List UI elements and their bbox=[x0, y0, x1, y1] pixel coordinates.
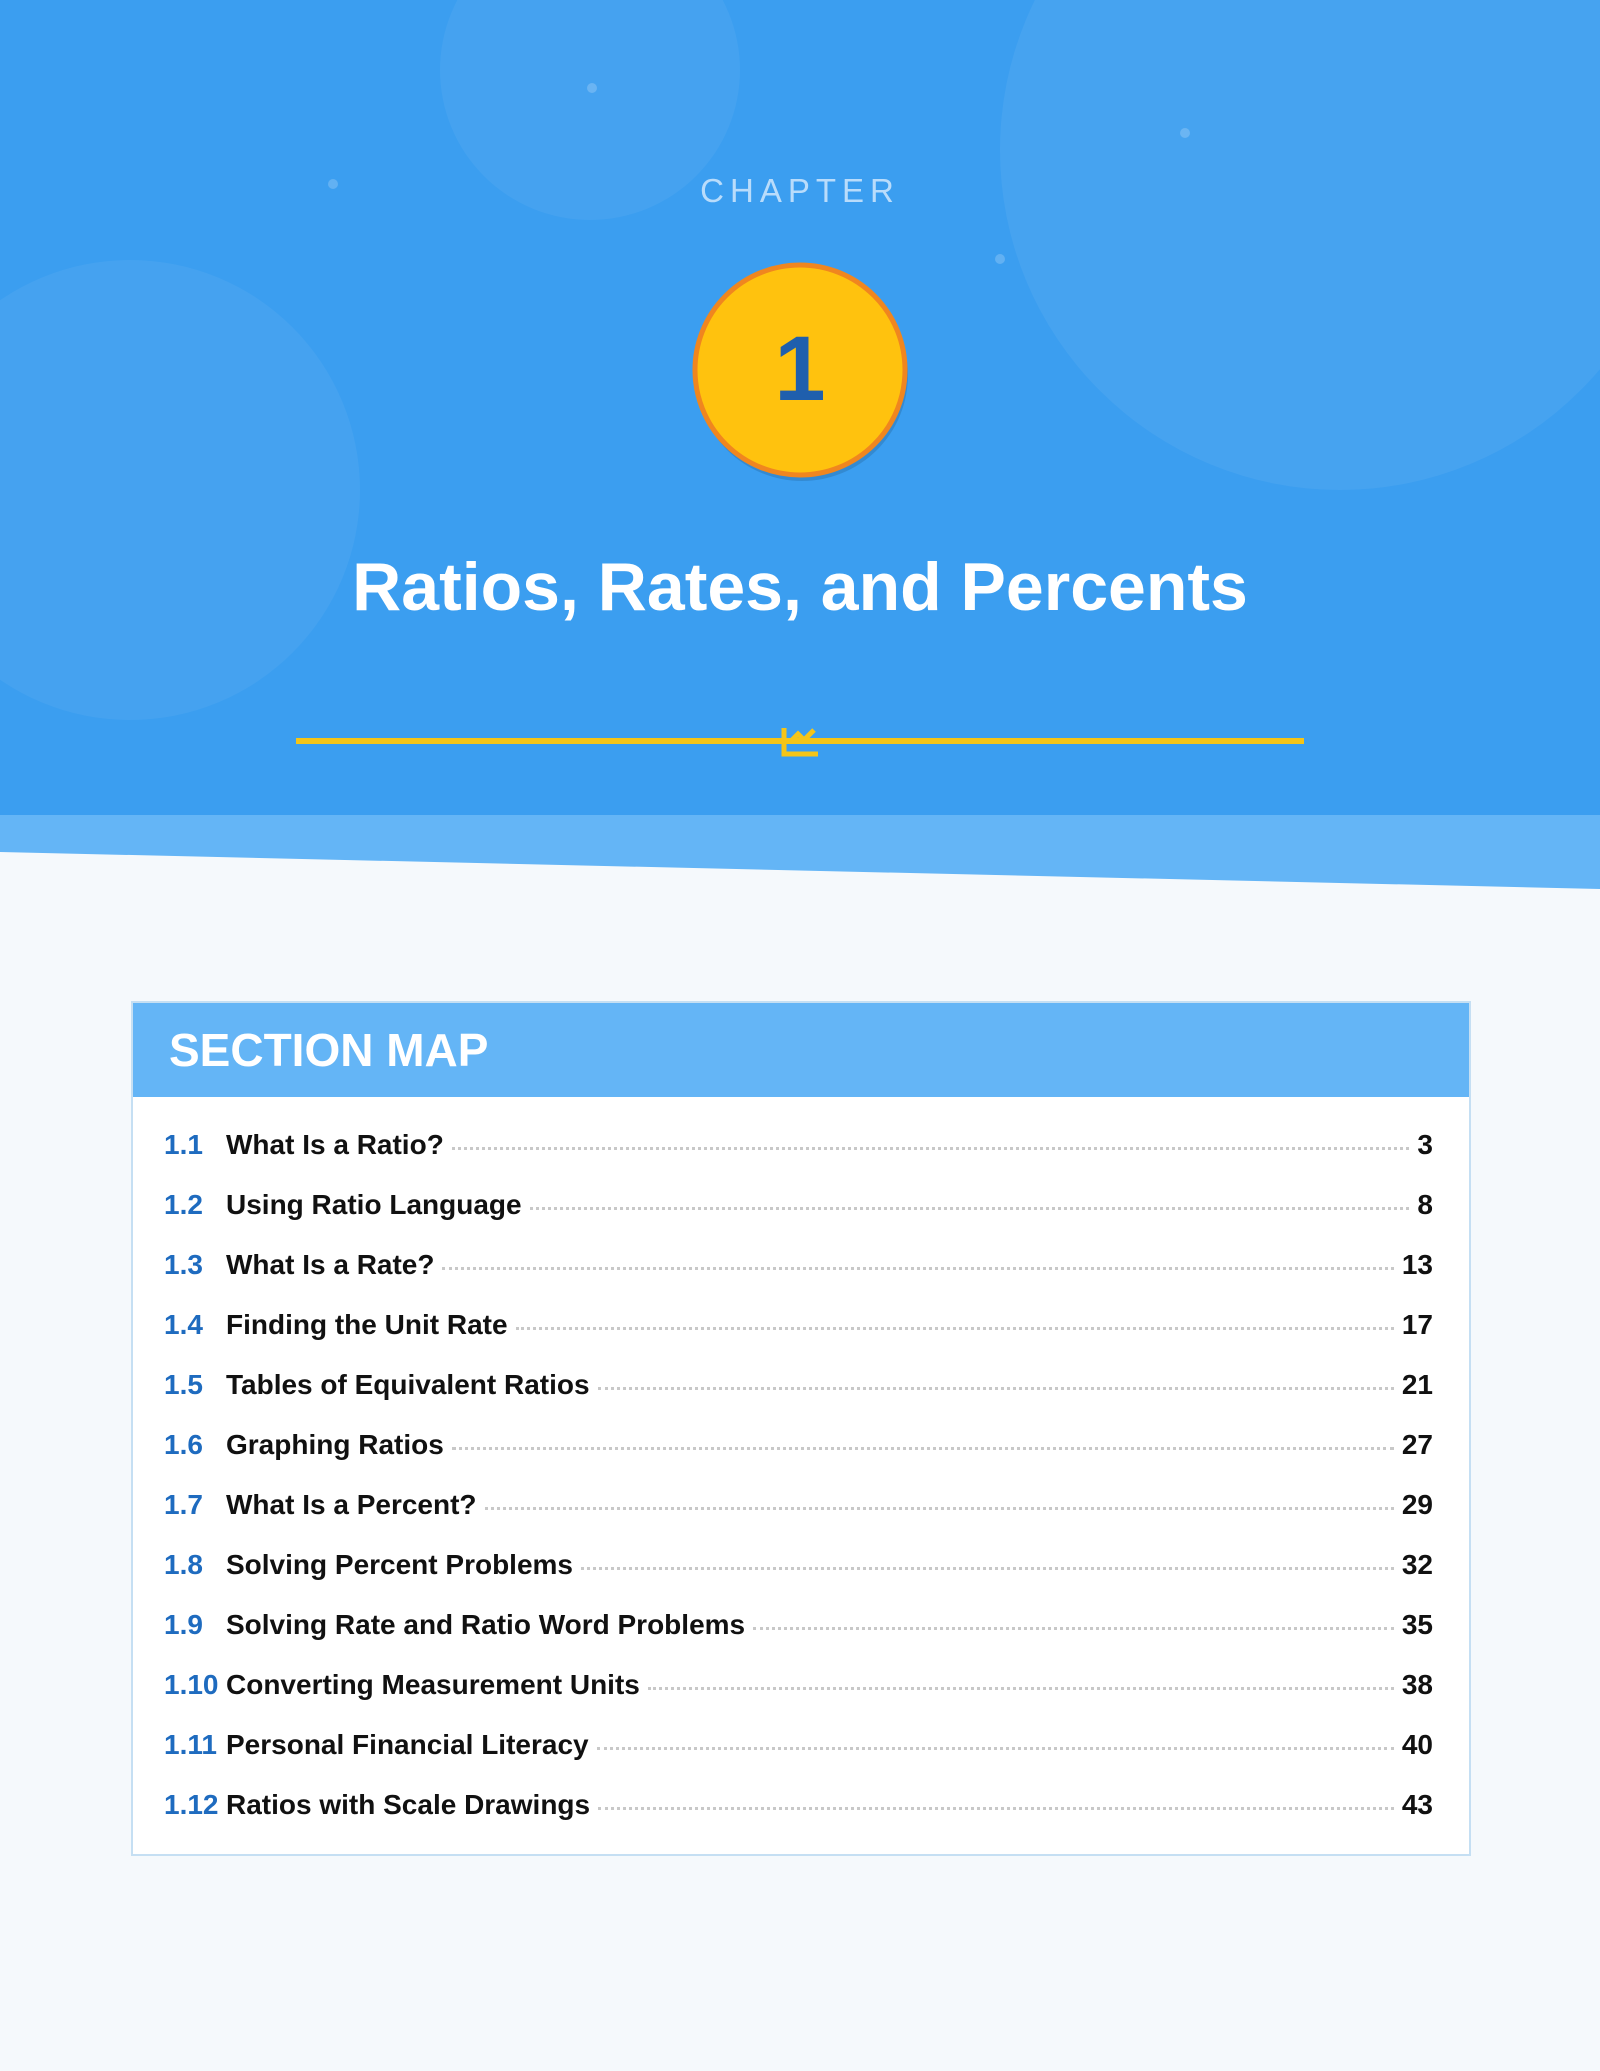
dot-leader bbox=[529, 1207, 1410, 1210]
section-entry[interactable]: 1.3 What Is a Rate? 13 bbox=[164, 1235, 1433, 1295]
dot-leader bbox=[596, 1747, 1394, 1750]
page-number: 17 bbox=[1401, 1309, 1433, 1340]
section-number: 1.4 bbox=[164, 1309, 203, 1340]
decor-dot bbox=[328, 179, 338, 189]
page-number: 13 bbox=[1401, 1249, 1433, 1280]
header-slope bbox=[0, 815, 1600, 889]
dot-leader bbox=[598, 1807, 1394, 1810]
section-number: 1.7 bbox=[164, 1489, 203, 1520]
decor-circle bbox=[440, 0, 740, 220]
dot-leader bbox=[451, 1147, 1410, 1150]
section-title: Converting Measurement Units bbox=[226, 1669, 640, 1700]
section-entry[interactable]: 1.6 Graphing Ratios 27 bbox=[164, 1415, 1433, 1475]
section-entry[interactable]: 1.11 Personal Financial Literacy 40 bbox=[164, 1715, 1433, 1775]
section-title: Personal Financial Literacy bbox=[226, 1729, 589, 1760]
dot-leader bbox=[647, 1687, 1394, 1690]
section-number: 1.10 bbox=[164, 1669, 219, 1700]
section-title: Tables of Equivalent Ratios bbox=[226, 1369, 590, 1400]
section-entry[interactable]: 1.10 Converting Measurement Units 38 bbox=[164, 1655, 1433, 1715]
section-number: 1.11 bbox=[164, 1729, 217, 1760]
decor-dot bbox=[995, 254, 1005, 264]
divider-icon bbox=[781, 728, 818, 757]
section-entry[interactable]: 1.8 Solving Percent Problems 32 bbox=[164, 1535, 1433, 1595]
page-number: 3 bbox=[1417, 1129, 1433, 1160]
chapter-title: Ratios, Rates, and Percents bbox=[352, 549, 1248, 625]
section-number: 1.3 bbox=[164, 1249, 203, 1280]
section-title: Graphing Ratios bbox=[226, 1429, 444, 1460]
dot-leader bbox=[442, 1267, 1394, 1270]
page-number: 27 bbox=[1401, 1429, 1433, 1460]
section-map-title: SECTION MAP bbox=[133, 1003, 1469, 1097]
page-number: 38 bbox=[1401, 1669, 1433, 1700]
chapter-label: CHAPTER bbox=[700, 172, 900, 209]
section-entry[interactable]: 1.4 Finding the Unit Rate 17 bbox=[164, 1295, 1433, 1355]
section-entry[interactable]: 1.12 Ratios with Scale Drawings 43 bbox=[164, 1775, 1433, 1835]
section-list: 1.1 What Is a Ratio? 3 1.2 Using Ratio Langu… bbox=[133, 1097, 1469, 1835]
page-number: 32 bbox=[1401, 1549, 1433, 1580]
section-number: 1.8 bbox=[164, 1549, 203, 1580]
dot-leader bbox=[753, 1627, 1394, 1630]
page-number: 43 bbox=[1401, 1789, 1433, 1820]
dot-leader bbox=[515, 1327, 1394, 1330]
section-entry[interactable]: 1.5 Tables of Equivalent Ratios 21 bbox=[164, 1355, 1433, 1415]
section-number: 1.12 bbox=[164, 1789, 219, 1820]
dot-leader bbox=[581, 1567, 1394, 1570]
section-number: 1.9 bbox=[164, 1609, 203, 1640]
section-title: Solving Percent Problems bbox=[226, 1549, 573, 1580]
section-entry[interactable]: 1.9 Solving Rate and Ratio Word Problems 3… bbox=[164, 1595, 1433, 1655]
section-entry[interactable]: 1.7 What Is a Percent? 29 bbox=[164, 1475, 1433, 1535]
section-number: 1.1 bbox=[164, 1129, 203, 1160]
section-title: Using Ratio Language bbox=[226, 1189, 522, 1220]
section-title: What Is a Ratio? bbox=[226, 1129, 444, 1160]
chapter-number: 1 bbox=[774, 318, 825, 420]
page-number: 29 bbox=[1401, 1489, 1433, 1520]
page-number: 40 bbox=[1401, 1729, 1433, 1760]
decor-circle bbox=[1000, 0, 1600, 490]
decor-dot bbox=[1180, 128, 1190, 138]
section-title: Ratios with Scale Drawings bbox=[226, 1789, 591, 1820]
section-title: What Is a Rate? bbox=[226, 1249, 435, 1280]
section-entry[interactable]: 1.2 Using Ratio Language 8 bbox=[164, 1175, 1433, 1235]
page-number: 21 bbox=[1401, 1369, 1433, 1400]
dot-leader bbox=[451, 1447, 1394, 1450]
header-art: 1 bbox=[0, 0, 1600, 889]
section-number: 1.6 bbox=[164, 1429, 203, 1460]
section-title: Finding the Unit Rate bbox=[226, 1309, 508, 1340]
section-entry[interactable]: 1.1 What Is a Ratio? 3 bbox=[164, 1115, 1433, 1175]
dot-leader bbox=[484, 1507, 1394, 1510]
decor-circle bbox=[0, 260, 360, 720]
section-map: SECTION MAP 1.1 What Is a Ratio? 3 1.2 Using… bbox=[131, 1001, 1471, 1856]
page-number: 8 bbox=[1417, 1189, 1433, 1220]
section-title: What Is a Percent? bbox=[226, 1489, 477, 1520]
section-number: 1.5 bbox=[164, 1369, 203, 1400]
decor-dot bbox=[587, 83, 597, 93]
chapter-badge bbox=[692, 262, 908, 478]
section-number: 1.2 bbox=[164, 1189, 203, 1220]
page-number: 35 bbox=[1401, 1609, 1433, 1640]
section-title: Solving Rate and Ratio Word Problems bbox=[226, 1609, 746, 1640]
dot-leader bbox=[597, 1387, 1394, 1390]
